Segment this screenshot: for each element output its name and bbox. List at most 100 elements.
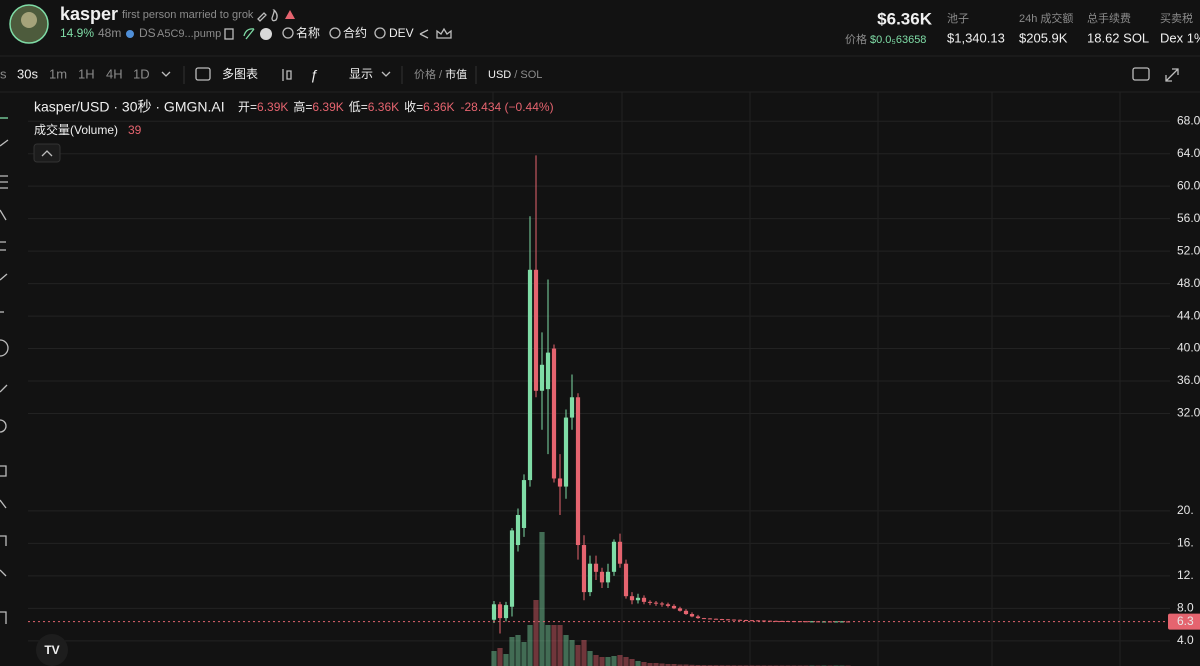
candle-body [659, 603, 665, 605]
interval-active[interactable]: 30s [17, 66, 38, 81]
share-icon[interactable] [419, 29, 429, 39]
candle-body [833, 621, 839, 623]
candle-body [713, 618, 719, 620]
tool-strip[interactable] [0, 117, 9, 624]
candle-body [563, 417, 569, 487]
tv-logo[interactable] [36, 634, 68, 666]
link[interactable]: 名称 [296, 25, 320, 40]
volume-bar [683, 664, 689, 666]
interval[interactable]: s [0, 66, 7, 81]
interval[interactable]: 1D [133, 66, 150, 81]
chevron[interactable] [381, 71, 391, 77]
candle-body [605, 571, 611, 583]
candle-body [503, 605, 509, 619]
candle-body [569, 397, 575, 418]
y-tick-label: 36.0 [1177, 373, 1200, 387]
toggle-option[interactable]: 价格 [414, 67, 436, 81]
collapse-button[interactable] [33, 143, 61, 163]
candle-body [653, 602, 659, 604]
volume-bar [521, 642, 527, 666]
candle-body [611, 541, 617, 572]
token-name: kasper [60, 4, 118, 24]
ohlc-value: 6.36K [368, 100, 399, 114]
toggle-option[interactable]: SOL [520, 69, 542, 81]
volume-bar [575, 645, 581, 666]
candle-body [509, 530, 515, 607]
volume-bar [635, 661, 641, 666]
volume-value: 39 [128, 123, 142, 137]
volume-bar [629, 659, 635, 666]
toggle-option[interactable]: USD [488, 69, 511, 81]
ohlc-value: 6.39K [257, 100, 288, 114]
search-icon [329, 27, 341, 39]
candle-body [491, 604, 497, 620]
add-icon[interactable] [195, 67, 211, 81]
y-tick-label: 16. [1177, 536, 1194, 550]
candle-body [641, 597, 647, 602]
collapse-icon [41, 150, 53, 157]
camera-icon[interactable] [1132, 67, 1150, 81]
volume-bar [671, 664, 677, 666]
chevron[interactable] [161, 71, 171, 77]
toggle-option[interactable]: 市值 [445, 67, 467, 81]
volume-bar [539, 532, 545, 666]
interval[interactable]: 4H [106, 66, 123, 81]
y-tick-label: 52.0 [1177, 243, 1200, 257]
crown-icon[interactable] [436, 27, 452, 39]
ds-icon [126, 30, 134, 38]
price-label: 价格 [845, 32, 867, 46]
volume-bar [611, 656, 617, 666]
toggle[interactable]: 价格 / 市值 [414, 67, 467, 81]
volume-bar [647, 663, 653, 666]
volume-bar [527, 625, 533, 666]
multi-chart[interactable]: 多图表 [222, 67, 258, 81]
link[interactable]: DEV [389, 26, 414, 40]
toggle[interactable]: USD / SOL [488, 69, 542, 81]
candle-body [701, 618, 707, 620]
interval[interactable]: 1H [78, 66, 95, 81]
sol-icon[interactable] [260, 28, 272, 40]
candle-body [521, 480, 527, 528]
leaf-icon[interactable] [243, 28, 255, 40]
candle-body [545, 352, 551, 390]
price-value: $0.0₅63658 [870, 34, 926, 46]
candle-body [587, 563, 593, 593]
search-icon [282, 27, 294, 39]
interval[interactable]: 1m [49, 66, 67, 81]
tagline: first person married to grok [122, 9, 254, 21]
candle-body [593, 563, 599, 572]
candle-body [761, 620, 767, 622]
candle-icon[interactable] [282, 69, 292, 81]
copy-icon[interactable] [224, 28, 234, 40]
y-tick-label: 20. [1177, 503, 1194, 517]
candle-body [683, 610, 689, 615]
candle-body [677, 608, 683, 611]
ohlc-value: 6.39K [312, 100, 343, 114]
chart-title: kasper/USD · 30秒 · GMGN.AI [34, 99, 225, 115]
expand-icon[interactable] [1165, 68, 1179, 82]
link[interactable]: 合约 [343, 25, 367, 40]
volume-bar [557, 625, 563, 666]
volume-bar [617, 655, 623, 666]
address[interactable]: A5C9...pump [157, 28, 221, 40]
fx-icon[interactable]: ƒ [310, 67, 318, 83]
y-tick-label: 12. [1177, 568, 1194, 582]
volume-bar [581, 640, 587, 666]
search-icon [374, 27, 386, 39]
candle-body [581, 545, 587, 593]
change: 14.9% [60, 26, 94, 40]
candle-body [665, 604, 671, 606]
last-price-label: 6.3 [1177, 614, 1194, 628]
last-price-box [1168, 613, 1200, 630]
y-tick-label: 32.0 [1177, 406, 1200, 420]
candle-body [695, 616, 701, 619]
stat-value: 18.62 SOL [1087, 30, 1149, 45]
display[interactable]: 显示 [349, 67, 373, 81]
volume-bar [659, 663, 665, 666]
candle-body [755, 620, 761, 622]
volume-bar [641, 662, 647, 666]
y-tick-label: 64.0 [1177, 146, 1200, 160]
